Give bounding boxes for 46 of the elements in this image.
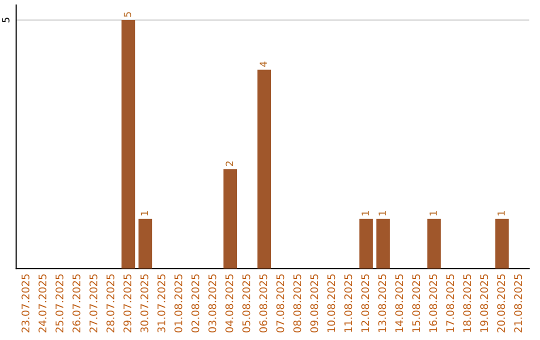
x-tick-label: 07.08.2025 bbox=[276, 274, 284, 332]
x-tick-label: 29.07.2025 bbox=[123, 274, 132, 332]
x-tick-label: 16.08.2025 bbox=[429, 274, 438, 332]
bar bbox=[257, 70, 271, 269]
bar bbox=[223, 169, 238, 269]
x-tick-label: 25.07.2025 bbox=[56, 274, 64, 332]
bar bbox=[376, 218, 390, 269]
data-label: 1 bbox=[362, 211, 369, 216]
x-tick-label: 02.08.2025 bbox=[191, 274, 200, 332]
x-tick-label: 06.08.2025 bbox=[259, 274, 268, 332]
x-tick-label: 11.08.2025 bbox=[344, 274, 352, 332]
x-tick-label: 19.08.2025 bbox=[480, 274, 488, 332]
bar bbox=[122, 20, 136, 269]
x-tick-label: 01.08.2025 bbox=[174, 274, 182, 332]
data-label: 2 bbox=[226, 161, 233, 166]
x-tick-label: 08.08.2025 bbox=[293, 274, 302, 332]
x-tick-label: 05.08.2025 bbox=[242, 274, 250, 332]
x-tick-label: 04.08.2025 bbox=[225, 274, 234, 332]
x-tick-label: 12.08.2025 bbox=[361, 274, 370, 332]
bar bbox=[495, 218, 509, 269]
x-tick-label: 21.08.2025 bbox=[514, 274, 522, 332]
x-tick-label: 18.08.2025 bbox=[463, 274, 472, 332]
x-tick-label: 14.08.2025 bbox=[395, 274, 404, 332]
x-tick-label: 31.07.2025 bbox=[157, 274, 166, 332]
x-tick-label: 17.08.2025 bbox=[446, 274, 454, 332]
x-tick-label: 10.08.2025 bbox=[327, 274, 336, 332]
x-tick-label: 09.08.2025 bbox=[310, 274, 318, 332]
x-tick-label: 03.08.2025 bbox=[208, 274, 216, 332]
data-label: 4 bbox=[260, 62, 267, 67]
x-tick-label: 13.08.2025 bbox=[378, 274, 386, 332]
data-label: 1 bbox=[430, 211, 437, 216]
x-tick-label: 30.07.2025 bbox=[140, 274, 148, 332]
x-tick-label: 23.07.2025 bbox=[22, 274, 30, 332]
x-tick-label: 24.07.2025 bbox=[38, 274, 46, 332]
x-tick-label: 28.07.2025 bbox=[106, 274, 114, 332]
x-tick-label: 27.07.2025 bbox=[89, 274, 98, 332]
bar bbox=[359, 218, 373, 269]
data-label: 1 bbox=[140, 211, 148, 216]
data-label: 1 bbox=[498, 211, 505, 216]
x-tick-label: 26.07.2025 bbox=[72, 274, 80, 332]
data-label: 1 bbox=[378, 211, 386, 216]
x-tick-label: 20.08.2025 bbox=[497, 274, 506, 332]
bar bbox=[427, 218, 441, 269]
bar bbox=[138, 218, 152, 269]
x-tick-label: 15.08.2025 bbox=[412, 274, 420, 332]
data-label: 5 bbox=[124, 12, 132, 17]
